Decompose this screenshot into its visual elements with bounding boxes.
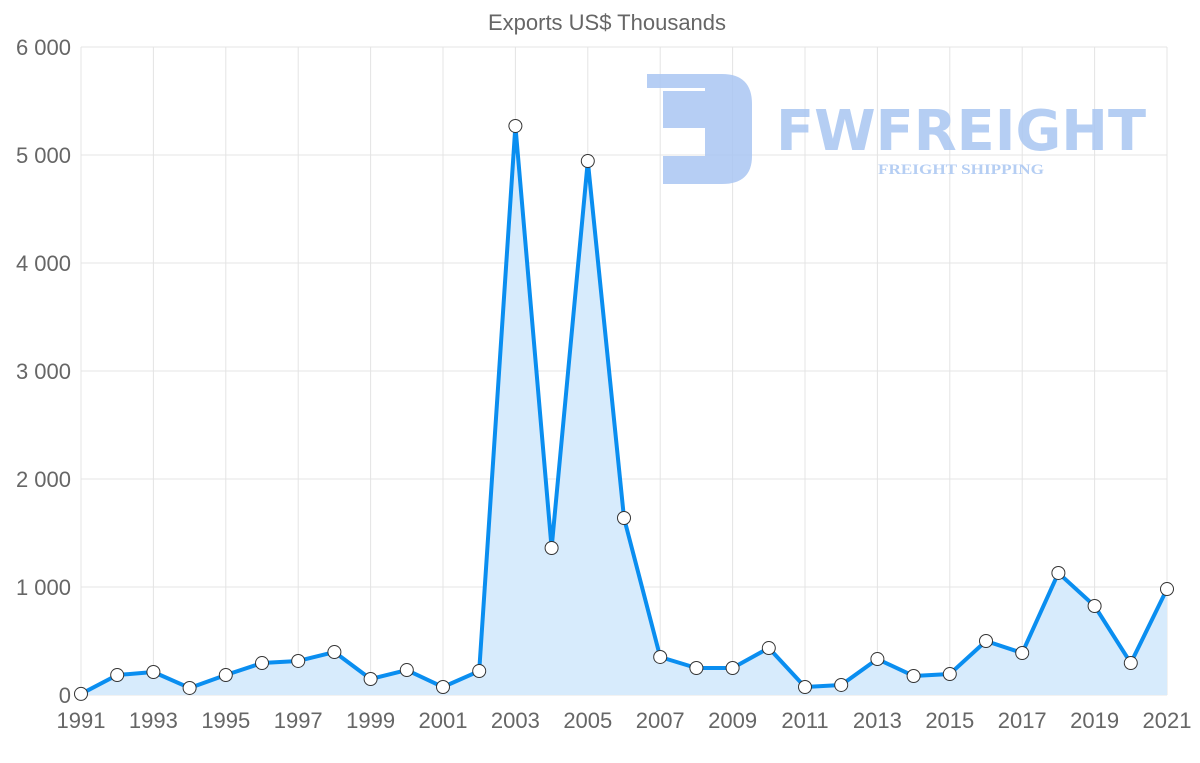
y-tick-label: 3 000 [16, 359, 71, 384]
data-point [399, 663, 414, 678]
data-point [870, 652, 885, 667]
data-point [979, 634, 993, 648]
data-point [544, 541, 559, 556]
data-point [255, 656, 269, 671]
data-point [182, 680, 197, 695]
data-point [725, 661, 740, 675]
data-point [74, 686, 88, 701]
data-point [1123, 656, 1138, 671]
chart-title: Exports US$ Thousands [488, 10, 726, 35]
data-point [580, 154, 595, 169]
x-tick-label: 1997 [274, 708, 323, 733]
data-point [291, 653, 306, 668]
x-tick-label: 2011 [781, 708, 828, 733]
fwfreight-logo-watermark: FWFREIGHT FREIGHT SHIPPING [647, 74, 1146, 184]
watermark-tagline: FREIGHT SHIPPING [878, 162, 1044, 178]
data-point [942, 667, 957, 682]
data-point [617, 510, 631, 525]
data-point [363, 672, 378, 687]
x-tick-label: 1993 [129, 708, 178, 733]
x-tick-label: 1991 [57, 708, 106, 733]
data-point [653, 649, 668, 664]
x-tick-label: 2015 [925, 708, 974, 733]
data-point [327, 645, 342, 660]
x-tick-label: 2005 [563, 708, 612, 733]
y-tick-label: 0 [59, 683, 71, 708]
y-tick-label: 5 000 [16, 143, 71, 168]
y-tick-label: 1 000 [16, 575, 71, 600]
x-tick-label: 2007 [636, 708, 685, 733]
logo-mark-icon [647, 74, 752, 184]
data-point [1160, 582, 1174, 597]
data-point [1051, 565, 1066, 580]
data-point [689, 661, 704, 675]
data-point [761, 641, 776, 656]
data-point [798, 680, 812, 695]
watermark-brand: FWFREIGHT [776, 99, 1146, 164]
data-point [472, 664, 487, 679]
data-point [218, 668, 233, 683]
data-point [110, 668, 125, 683]
x-tick-label: 2019 [1070, 708, 1119, 733]
data-point [834, 677, 849, 692]
y-tick-label: 6 000 [16, 35, 71, 60]
data-point [436, 680, 450, 695]
x-tick-label: 2003 [491, 708, 540, 733]
x-tick-label: 2001 [419, 708, 468, 733]
data-point [146, 664, 161, 679]
data-point [1015, 645, 1030, 660]
y-tick-label: 4 000 [16, 251, 71, 276]
x-tick-label: 1995 [201, 708, 250, 733]
x-tick-label: 2009 [708, 708, 757, 733]
x-tick-label: 2017 [998, 708, 1047, 733]
y-tick-label: 2 000 [16, 467, 71, 492]
x-tick-label: 2021 [1143, 708, 1192, 733]
data-point [906, 668, 921, 683]
data-point [1087, 599, 1102, 614]
x-tick-label: 2013 [853, 708, 902, 733]
x-tick-label: 1999 [346, 708, 395, 733]
series-area-fill [81, 125, 1167, 695]
data-point [508, 118, 523, 133]
